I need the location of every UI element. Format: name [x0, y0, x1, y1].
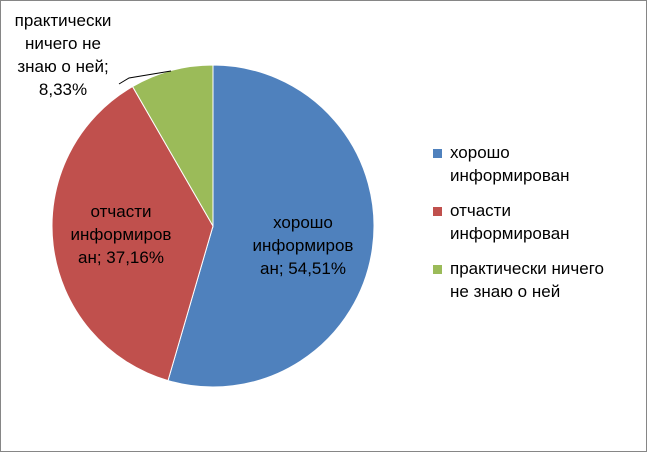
- legend-item-1: отчасти информирован: [433, 199, 638, 245]
- legend-item-0: хорошо информирован: [433, 141, 638, 187]
- legend-label-0-line-2: информирован: [450, 166, 570, 185]
- legend-swatch-2: [433, 265, 442, 274]
- legend-label-2-line-1: практически ничего: [450, 259, 604, 278]
- legend-swatch-0: [433, 149, 442, 158]
- legend-item-2: практически ничего не знаю о ней: [433, 257, 638, 303]
- data-label-slice-2: практически ничего не знаю о ней; 8,33%: [14, 11, 112, 99]
- pie-slice-2: [131, 64, 214, 228]
- legend: хорошо информирован отчасти информирован…: [433, 141, 638, 315]
- legend-label-0-line-1: хорошо: [450, 143, 510, 162]
- legend-label-1-line-2: информирован: [450, 224, 570, 243]
- legend-label-1-line-1: отчасти: [450, 201, 511, 220]
- legend-label-2-line-2: не знаю о ней: [450, 282, 561, 301]
- data-label-slice-1: отчасти информиров ан; 37,16%: [70, 202, 172, 267]
- leader-line-slice-2: [118, 70, 172, 85]
- data-label-slice-0: хорошо информиров ан; 54,51%: [252, 213, 354, 278]
- pie-slice-0: [167, 64, 375, 388]
- pie-slice-1: [51, 85, 214, 382]
- legend-swatch-1: [433, 207, 442, 216]
